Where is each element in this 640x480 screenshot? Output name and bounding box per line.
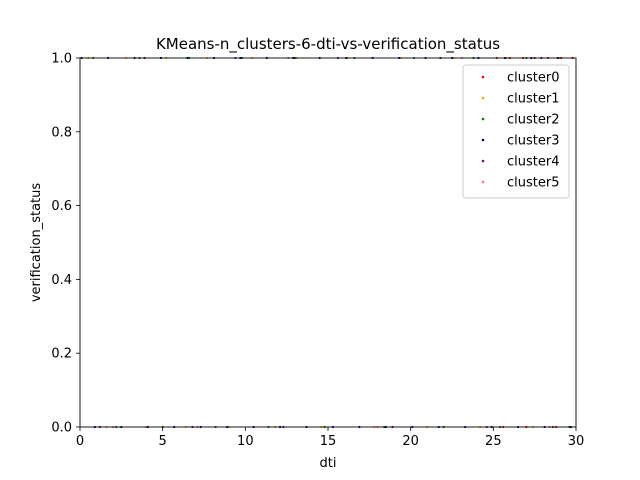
- legend-item-cluster5: cluster5: [481, 176, 559, 191]
- legend-item-cluster4: cluster4: [481, 155, 559, 170]
- legend-label: cluster4: [507, 155, 559, 170]
- x-axis-label: dti: [320, 456, 337, 471]
- legend: cluster0 cluster1 cluster2 cluster3 cluster4…: [462, 64, 570, 199]
- legend-label: cluster3: [507, 134, 559, 149]
- y-tick-label: 1.0: [51, 52, 72, 67]
- legend-marker: [481, 138, 485, 142]
- legend-marker: [481, 180, 485, 184]
- x-tick-label: 20: [402, 434, 419, 449]
- legend-marker: [481, 159, 485, 163]
- x-tick-label: 10: [237, 434, 254, 449]
- y-axis-label: verification_status: [29, 183, 44, 303]
- y-tick-label: 0.8: [51, 125, 72, 140]
- chart-title: KMeans-n_clusters-6-dti-vs-verification_…: [156, 35, 500, 54]
- legend-label: cluster0: [507, 71, 559, 86]
- y-tick-label: 0.4: [51, 273, 72, 288]
- legend-item-cluster0: cluster0: [481, 71, 559, 86]
- y-tick-label: 0.2: [51, 347, 72, 362]
- y-tick-label: 0.6: [51, 199, 72, 214]
- x-tick-label: 5: [159, 434, 167, 449]
- x-tick-label: 0: [76, 434, 84, 449]
- legend-item-cluster3: cluster3: [481, 134, 559, 149]
- legend-marker: [481, 96, 485, 100]
- axis-ticks: 0 5 10 15 20 25 30 0.0 0.2 0.4 0.6 0.8 1.0: [51, 52, 584, 450]
- legend-item-cluster1: cluster1: [481, 92, 559, 107]
- legend-label: cluster1: [507, 92, 559, 107]
- legend-item-cluster2: cluster2: [481, 113, 559, 128]
- legend-marker: [481, 117, 485, 121]
- legend-box: [462, 64, 570, 199]
- legend-label: cluster5: [507, 176, 559, 191]
- legend-label: cluster2: [507, 113, 559, 128]
- legend-marker: [481, 75, 485, 79]
- x-tick-label: 15: [320, 434, 337, 449]
- x-tick-label: 25: [485, 434, 502, 449]
- x-tick-label: 30: [568, 434, 585, 449]
- y-tick-label: 0.0: [51, 421, 72, 436]
